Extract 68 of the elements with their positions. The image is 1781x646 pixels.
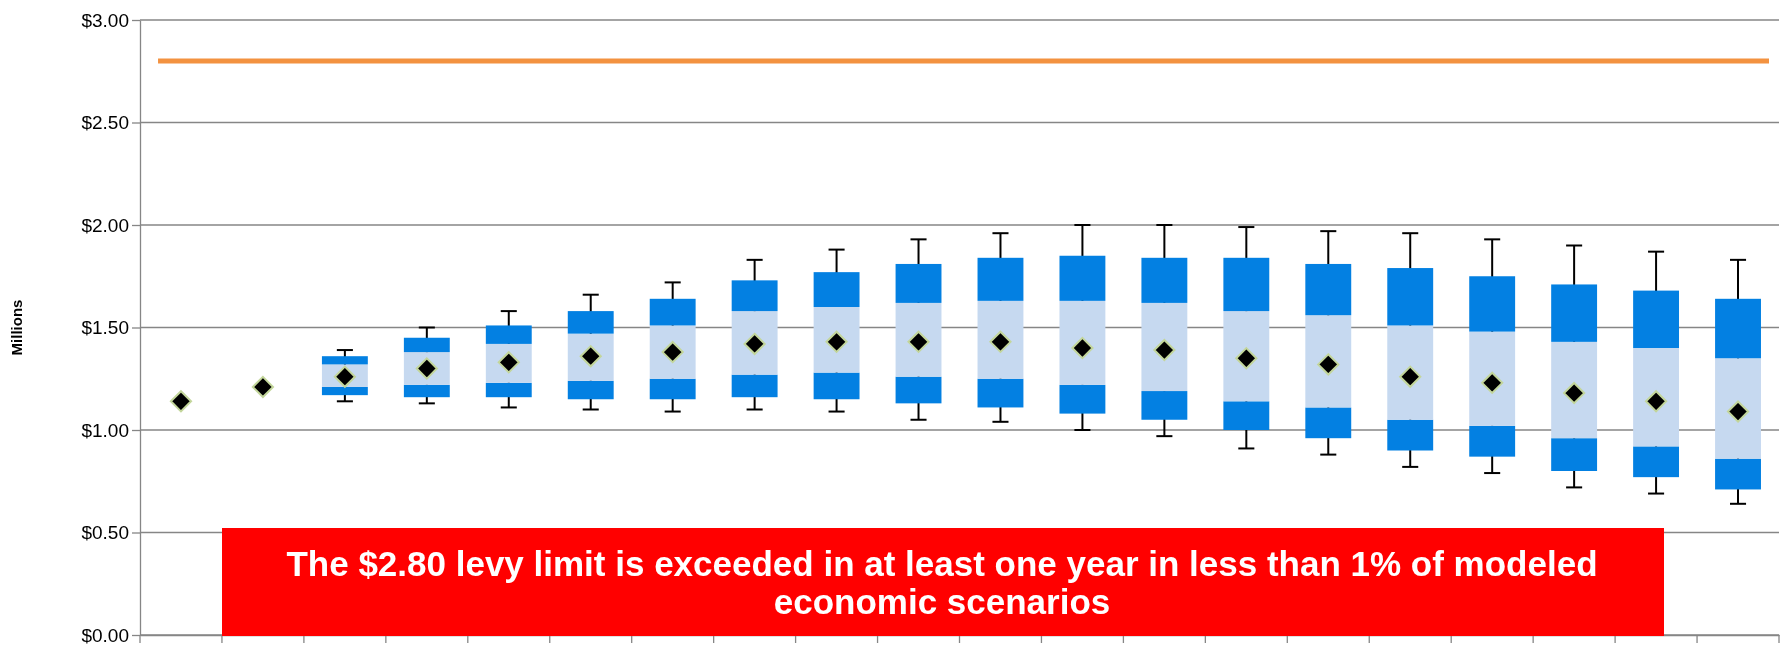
- y-tick-label: $0.00: [81, 624, 129, 646]
- bar: [1715, 298, 1761, 359]
- bar: [1141, 257, 1188, 303]
- point: [1563, 382, 1586, 405]
- bar: [403, 384, 450, 398]
- bar: [1551, 341, 1598, 439]
- point: [1317, 353, 1340, 376]
- y-tick-label: $1.50: [81, 317, 129, 339]
- bar: [1715, 458, 1761, 490]
- bar: [567, 380, 614, 400]
- bar: [1141, 302, 1188, 392]
- y-tick-label: $2.50: [81, 112, 129, 134]
- bar: [1551, 438, 1598, 471]
- bar: [1469, 276, 1516, 332]
- point: [333, 365, 356, 388]
- bar: [1059, 300, 1106, 385]
- bar: [1633, 348, 1680, 447]
- bar: [813, 372, 860, 400]
- bar: [1305, 407, 1352, 439]
- bar: [1469, 331, 1516, 426]
- bar: [895, 302, 942, 377]
- bar: [1387, 419, 1434, 451]
- bar: [649, 298, 696, 326]
- bar: [321, 356, 368, 365]
- bar: [1223, 401, 1270, 430]
- bar: [1059, 255, 1106, 301]
- bar: [649, 378, 696, 400]
- y-tick-label: $3.00: [81, 9, 129, 31]
- point: [1481, 371, 1504, 394]
- point: [1726, 400, 1750, 423]
- bar: [731, 374, 778, 398]
- bar: [1715, 358, 1761, 459]
- bar: [1305, 263, 1352, 316]
- bar: [1223, 257, 1270, 312]
- bar: [485, 325, 532, 344]
- bar: [895, 376, 942, 404]
- bar: [977, 257, 1024, 301]
- bar: [1633, 446, 1680, 478]
- bar: [1387, 325, 1434, 420]
- point: [1399, 365, 1422, 388]
- bar: [731, 280, 778, 312]
- annotation: The $2.80 levy limit is exceeded in at least one year in less than 1% of modeled economic scenarios: [286, 544, 1598, 621]
- y-tick-label: $0.50: [81, 522, 129, 544]
- bar: [1633, 290, 1680, 348]
- bar: [1387, 268, 1434, 326]
- bar: [977, 300, 1024, 379]
- y-axis-title: Millions: [8, 299, 25, 356]
- bar: [813, 272, 860, 307]
- bar: [1305, 315, 1352, 408]
- bar: [1223, 311, 1270, 402]
- bar: [1551, 284, 1598, 342]
- y-tick-label: $1.00: [81, 419, 129, 441]
- point: [251, 375, 275, 399]
- bar: [1059, 384, 1106, 414]
- bar: [731, 311, 778, 375]
- bar: [567, 311, 614, 334]
- bar: [977, 378, 1024, 408]
- callout-box: The $2.80 levy limit is exceeded in at least one year in less than 1% of modeled economic scenarios: [222, 528, 1664, 636]
- bar: [403, 337, 450, 353]
- bar: [895, 263, 942, 303]
- point: [169, 390, 193, 413]
- bar: [1469, 425, 1516, 457]
- y-tick-label: $2.00: [81, 214, 129, 236]
- bar: [813, 307, 860, 373]
- point: [1644, 390, 1668, 413]
- bar: [485, 382, 532, 398]
- bar: [321, 386, 368, 396]
- bar: [1141, 391, 1188, 420]
